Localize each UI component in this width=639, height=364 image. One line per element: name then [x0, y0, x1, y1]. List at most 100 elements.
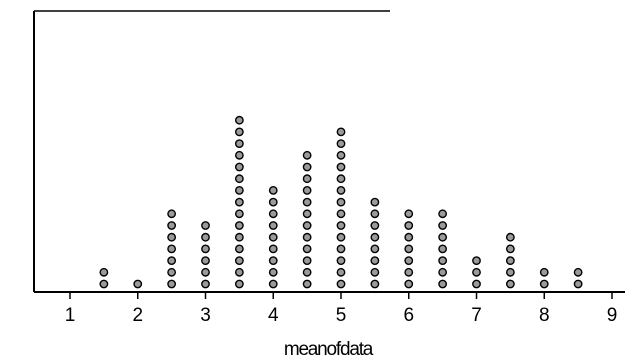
data-point [201, 232, 210, 242]
data-point [404, 232, 414, 242]
data-point [438, 232, 448, 242]
data-point [234, 267, 244, 277]
data-point [336, 221, 346, 230]
data-point [302, 267, 312, 277]
data-point [438, 279, 448, 289]
data-point [234, 127, 244, 137]
data-points [99, 115, 583, 289]
data-point [234, 139, 244, 149]
data-point [268, 244, 278, 254]
data-point [404, 256, 414, 265]
data-point [99, 279, 109, 289]
data-point [268, 185, 278, 195]
data-point [438, 256, 448, 265]
data-point [302, 256, 312, 265]
data-point [336, 174, 346, 184]
data-point [573, 279, 583, 289]
x-tick-label: 6 [403, 305, 414, 326]
data-point [404, 267, 414, 277]
data-point [336, 139, 346, 149]
data-point [438, 221, 448, 230]
data-point [573, 267, 583, 277]
data-point [404, 244, 414, 254]
data-point [404, 279, 414, 289]
data-point [505, 279, 515, 289]
data-point [370, 232, 380, 242]
x-tick-label: 5 [336, 305, 347, 326]
x-axis-ticks: 1 2 3 4 5 6 7 8 9 [65, 292, 617, 326]
data-point [302, 221, 312, 230]
data-point [234, 232, 244, 242]
data-point [370, 267, 380, 277]
data-point [201, 244, 210, 254]
data-point [167, 232, 177, 242]
data-point [370, 197, 380, 207]
x-axis-title: meanofdata [284, 339, 374, 360]
data-point [234, 150, 244, 160]
data-point [336, 185, 346, 195]
data-point [268, 209, 278, 219]
data-point [167, 267, 177, 277]
data-point [302, 197, 312, 207]
data-point [167, 221, 177, 230]
data-point [336, 232, 346, 242]
data-point [167, 279, 177, 289]
data-point [133, 279, 143, 289]
data-point [99, 267, 109, 277]
data-point [505, 267, 515, 277]
data-point [302, 232, 312, 242]
data-point [505, 244, 515, 254]
x-tick-label: 7 [471, 305, 482, 326]
data-point [404, 221, 414, 230]
data-point [167, 244, 177, 254]
data-point [234, 185, 244, 195]
data-point [404, 209, 414, 219]
data-point [234, 279, 244, 289]
data-point [268, 221, 278, 230]
data-point [201, 267, 210, 277]
data-point [234, 115, 244, 125]
data-point [201, 221, 210, 230]
data-point [234, 209, 244, 219]
data-point [234, 244, 244, 254]
data-point [336, 256, 346, 265]
data-point [438, 267, 448, 277]
data-point [370, 209, 380, 219]
data-point [472, 256, 481, 265]
data-point [268, 267, 278, 277]
data-point [302, 162, 312, 172]
data-point [505, 256, 515, 265]
data-point [268, 256, 278, 265]
data-point [167, 256, 177, 265]
data-point [302, 174, 312, 184]
data-point [234, 174, 244, 184]
data-point [472, 267, 481, 277]
data-point [472, 279, 481, 289]
data-point [302, 209, 312, 219]
data-point [201, 256, 210, 265]
data-point [234, 221, 244, 230]
data-point [336, 267, 346, 277]
data-point [302, 150, 312, 160]
data-point [302, 185, 312, 195]
data-point [336, 197, 346, 207]
data-point [336, 209, 346, 219]
data-point [370, 244, 380, 254]
data-point [370, 221, 380, 230]
data-point [234, 162, 244, 172]
data-point [539, 267, 549, 277]
plot-frame [33, 10, 625, 293]
x-tick-label: 4 [268, 305, 279, 326]
x-tick-label: 1 [65, 305, 76, 326]
data-point [201, 279, 210, 289]
data-point [336, 162, 346, 172]
data-point [539, 279, 549, 289]
data-point [302, 279, 312, 289]
data-point [336, 244, 346, 254]
data-point [167, 209, 177, 219]
x-tick-label: 3 [200, 305, 211, 326]
data-point [268, 232, 278, 242]
data-point [234, 197, 244, 207]
data-point [336, 279, 346, 289]
